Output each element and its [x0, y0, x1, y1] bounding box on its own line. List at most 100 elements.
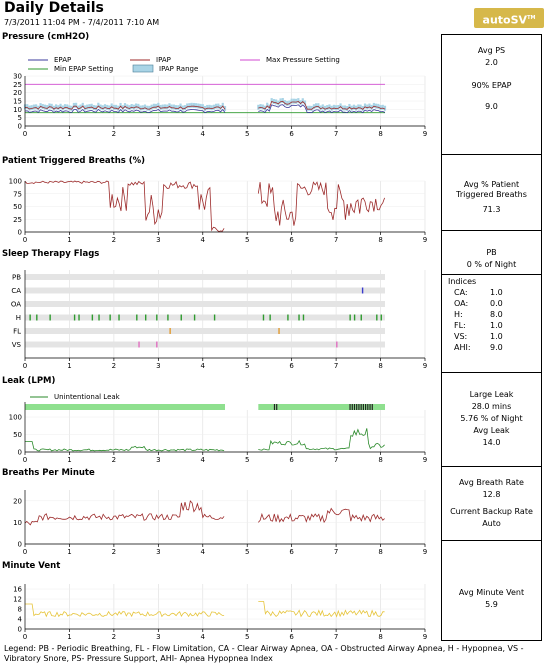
legend-label: IPAP — [156, 56, 171, 64]
large-leak-mark — [371, 404, 373, 410]
x-tick-label: 7 — [334, 548, 338, 556]
x-tick-label: 9 — [423, 456, 427, 464]
x-tick-label: 7 — [334, 456, 338, 464]
y-tick-label: 4 — [18, 616, 23, 624]
leak-line — [25, 441, 225, 452]
flag-mark — [380, 314, 382, 321]
x-tick-label: 0 — [23, 548, 27, 556]
minvent-line — [25, 603, 225, 618]
flag-row-band — [25, 341, 385, 348]
large-leak-bar — [258, 404, 385, 410]
x-tick-label: 4 — [201, 456, 206, 464]
y-tick-label: 0 — [18, 626, 22, 634]
index-row: FL: 1.0 — [448, 321, 541, 330]
date-range: 7/3/2011 11:04 PM - 7/4/2011 7:10 AM — [4, 18, 160, 27]
x-tick-label: 7 — [334, 236, 338, 244]
x-tick-label: 6 — [289, 362, 294, 370]
index-row: VS: 1.0 — [448, 332, 541, 341]
x-tick-label: 2 — [112, 362, 116, 370]
minvent-line — [258, 601, 385, 618]
leak-title: Leak (LPM) — [2, 376, 56, 386]
x-tick-label: 8 — [378, 633, 382, 641]
y-tick-label: 50 — [13, 431, 22, 439]
flag-mark — [180, 314, 182, 321]
y-tick-label: 25 — [13, 216, 22, 224]
leak-line — [258, 428, 385, 451]
flag-row-band — [25, 274, 385, 280]
flag-mark — [269, 314, 271, 321]
x-tick-label: 5 — [245, 633, 249, 641]
x-tick-label: 1 — [67, 633, 71, 641]
x-tick-label: 1 — [67, 130, 71, 138]
large-leak-mark — [273, 404, 276, 410]
y-tick-label: 30 — [13, 73, 22, 81]
index-value: 1.0 — [490, 288, 503, 297]
x-tick-label: 2 — [112, 130, 116, 138]
flag-mark — [262, 314, 265, 321]
index-label: FL: — [454, 321, 466, 330]
y-tick-label: 0 — [18, 229, 22, 237]
flag-mark — [156, 314, 158, 321]
flag-mark — [109, 314, 111, 321]
x-tick-label: 6 — [289, 633, 294, 641]
flag-mark — [193, 314, 196, 321]
flag-mark — [138, 341, 140, 348]
x-tick-label: 0 — [23, 130, 27, 138]
flag-row-band — [25, 287, 385, 294]
large-leak-mark — [276, 404, 278, 410]
index-value: 8.0 — [490, 310, 503, 319]
x-tick-label: 1 — [67, 236, 71, 244]
index-row: H: 8.0 — [448, 310, 541, 319]
flag-mark — [213, 314, 216, 321]
large-leak-mark — [365, 404, 367, 410]
y-tick-label: 10 — [13, 519, 22, 527]
flags-chart: PB CA OA H FL VS 0 1 2 3 4 5 6 7 8 9 — [11, 270, 427, 370]
flag-row-band — [25, 301, 385, 307]
y-tick-label: 50 — [13, 203, 22, 211]
x-tick-label: 2 — [112, 456, 116, 464]
index-value: 0.0 — [490, 299, 503, 308]
x-tick-label: 3 — [156, 236, 160, 244]
x-tick-label: 6 — [289, 130, 294, 138]
y-tick-label: 12 — [13, 596, 22, 604]
indices-list: CA: 1.0 OA: 0.0 H: 8.0 FL: 1.0 VS: 1.0 AHI: 9.0 — [448, 288, 541, 352]
ipap-line — [258, 100, 386, 110]
large-leak-bar — [25, 404, 225, 410]
flag-mark — [145, 314, 147, 321]
index-value: 1.0 — [490, 332, 503, 341]
legend-label: IPAP Range — [159, 65, 198, 73]
x-tick-label: 1 — [67, 456, 71, 464]
x-tick-label: 2 — [112, 236, 116, 244]
breaths-line — [258, 507, 385, 524]
x-tick-label: 0 — [23, 236, 27, 244]
page-title: Daily Details — [4, 0, 104, 16]
minvent-title: Minute Vent — [2, 561, 61, 571]
index-label: H: — [454, 310, 463, 319]
flag-mark — [29, 314, 31, 321]
x-tick-label: 8 — [378, 236, 382, 244]
y-tick-label: 0 — [18, 123, 22, 131]
flag-mark — [98, 314, 100, 321]
flag-row-label: OA — [11, 301, 21, 309]
x-tick-label: 7 — [334, 633, 338, 641]
triggered-line — [257, 181, 385, 226]
y-tick-label: 100 — [9, 414, 22, 422]
x-tick-label: 4 — [201, 236, 206, 244]
flags-title: Sleep Therapy Flags — [2, 249, 100, 259]
x-tick-label: 8 — [378, 362, 382, 370]
x-tick-label: 7 — [334, 130, 338, 138]
flag-mark — [376, 314, 378, 321]
leak-chart: Unintentional Leak 100 50 00 1 2 3 4 5 6 7 8 9 — [9, 393, 428, 464]
x-tick-label: 4 — [201, 362, 206, 370]
x-tick-label: 5 — [245, 130, 249, 138]
large-leak-mark — [353, 404, 356, 410]
indices-summary: Indices CA: 1.0 OA: 0.0 H: 8.0 FL: 1.0 VS: 1.0 AHI… — [441, 274, 542, 372]
x-tick-label: 4 — [201, 633, 206, 641]
pb-summary: PB 0 % of Night — [441, 230, 542, 274]
large-leak-mark — [351, 404, 353, 410]
legend-swatch — [132, 64, 154, 73]
flag-row-label: PB — [12, 274, 21, 282]
x-tick-label: 4 — [201, 130, 206, 138]
y-tick-label: 8 — [18, 606, 22, 614]
